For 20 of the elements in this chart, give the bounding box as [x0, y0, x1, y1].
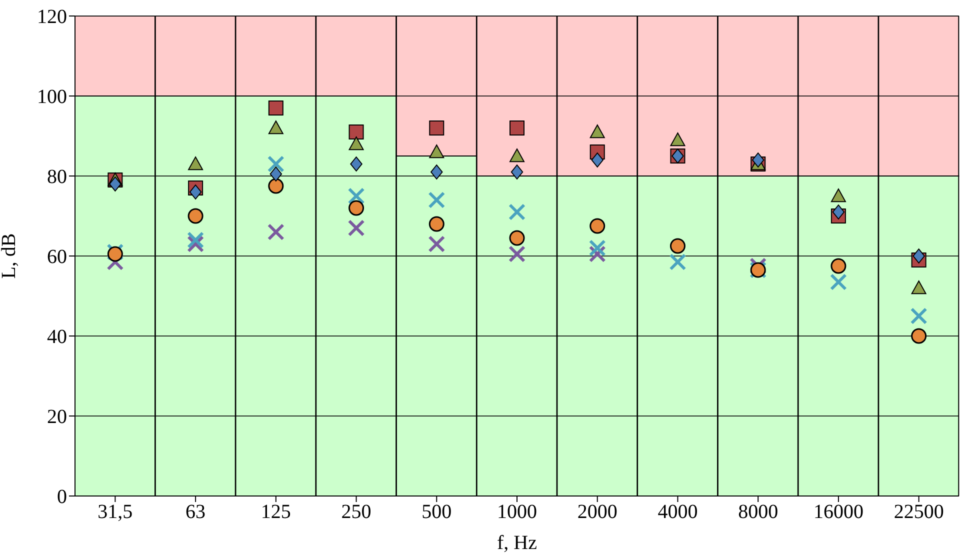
- x-tick-label: 63: [186, 501, 206, 524]
- x-tick-label: 250: [341, 501, 372, 524]
- y-tick-label: 40: [47, 326, 67, 348]
- x-tick-label: 500: [422, 501, 452, 524]
- y-tick-label: 80: [47, 166, 67, 188]
- x-tick-label: 2000: [577, 501, 618, 524]
- y-tick-label: 120: [37, 6, 67, 28]
- x-tick-label: 22500: [894, 501, 944, 524]
- y-tick-label: 20: [47, 406, 67, 428]
- x-axis-title: f, Hz: [497, 532, 538, 554]
- y-tick-label: 100: [37, 86, 67, 108]
- y-tick-label: 0: [57, 486, 67, 508]
- y-axis-title: L, dB: [0, 233, 20, 279]
- x-tick-label: 4000: [658, 501, 698, 524]
- x-tick-label: 1000: [497, 501, 537, 524]
- x-tick-label: 31,5: [98, 501, 133, 524]
- y-tick-label: 60: [47, 246, 67, 268]
- x-tick-label: 8000: [738, 501, 778, 524]
- x-tick-label: 16000: [813, 501, 864, 524]
- x-tick-label: 125: [260, 501, 291, 524]
